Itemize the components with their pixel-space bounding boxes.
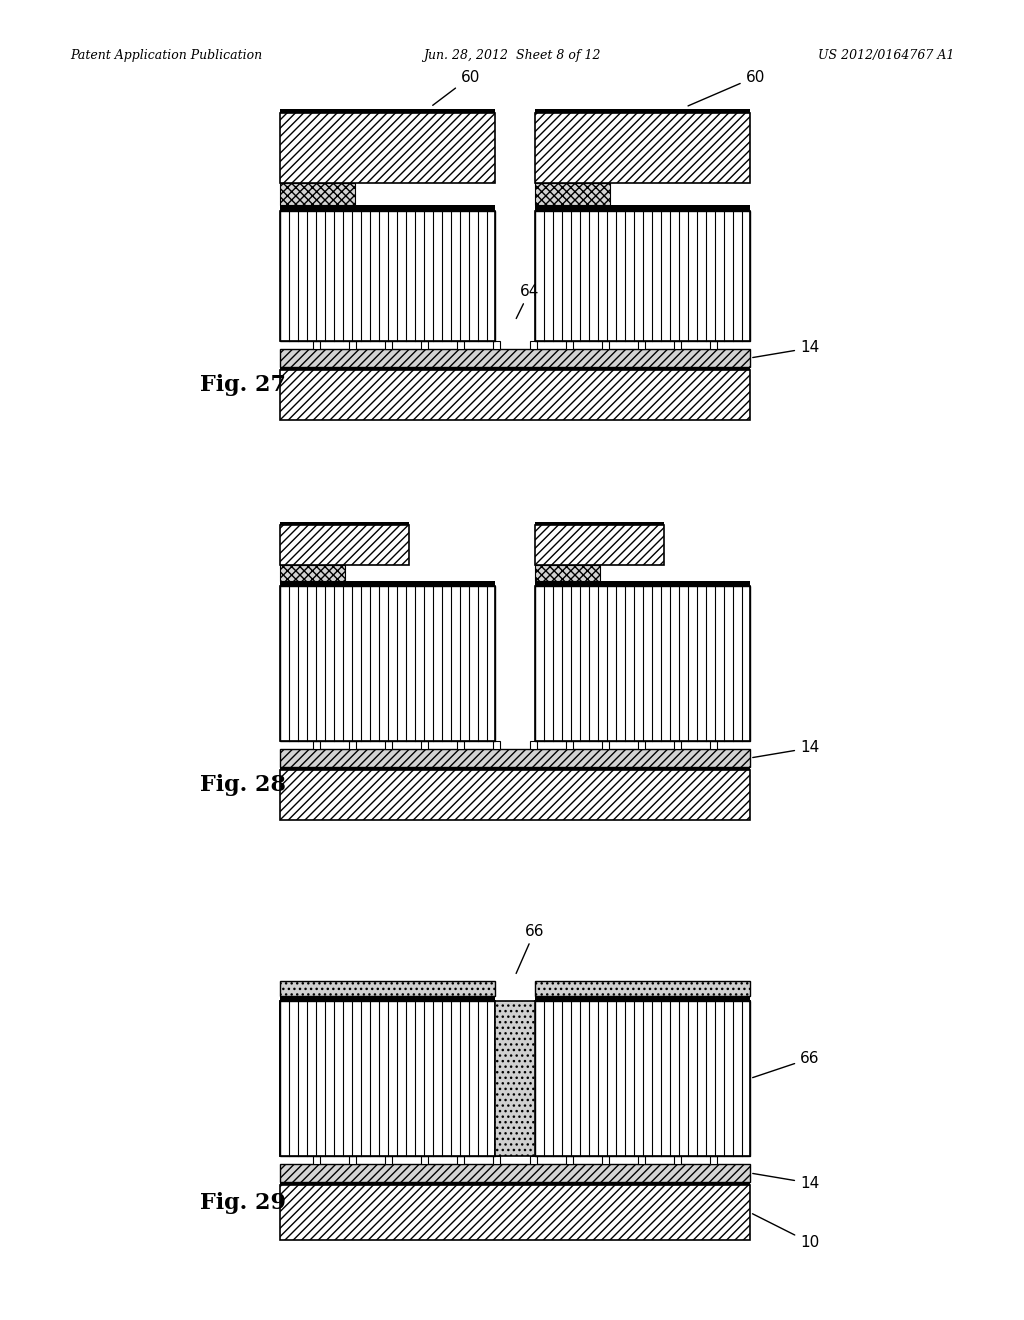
Bar — [674, 741, 681, 748]
Bar — [711, 341, 718, 348]
Bar — [535, 565, 599, 581]
Bar — [535, 581, 750, 586]
Bar — [280, 110, 495, 114]
Bar — [280, 770, 750, 820]
Bar — [312, 741, 319, 748]
Bar — [421, 1156, 428, 1164]
Bar — [280, 205, 495, 211]
Text: US 2012/0164767 A1: US 2012/0164767 A1 — [817, 49, 954, 62]
Bar — [280, 586, 495, 741]
Bar — [494, 341, 501, 348]
Bar — [535, 110, 750, 114]
Bar — [495, 1001, 535, 1156]
Bar — [602, 341, 609, 348]
Bar — [312, 1156, 319, 1164]
Bar — [385, 1156, 392, 1164]
Bar — [711, 1156, 718, 1164]
Bar — [565, 341, 572, 348]
Bar — [280, 1164, 750, 1181]
Text: 14: 14 — [753, 341, 819, 358]
Bar — [535, 521, 664, 525]
Bar — [280, 348, 750, 367]
Bar — [280, 525, 409, 565]
Bar — [280, 211, 495, 341]
Bar — [280, 1181, 750, 1185]
Bar — [280, 586, 495, 741]
Text: 14: 14 — [753, 1173, 819, 1191]
Bar — [280, 1001, 495, 1156]
Text: Jun. 28, 2012  Sheet 8 of 12: Jun. 28, 2012 Sheet 8 of 12 — [423, 49, 601, 62]
Text: 60: 60 — [433, 70, 480, 106]
Bar — [565, 741, 572, 748]
Bar — [711, 741, 718, 748]
Bar — [535, 586, 750, 741]
Text: Fig. 27: Fig. 27 — [200, 374, 286, 396]
Bar — [280, 367, 750, 370]
Bar — [280, 1185, 750, 1239]
Bar — [535, 114, 750, 183]
Bar — [280, 211, 495, 341]
Bar — [458, 341, 464, 348]
Bar — [280, 997, 495, 1001]
Bar — [535, 981, 750, 997]
Bar — [280, 565, 344, 581]
Bar — [674, 1156, 681, 1164]
Bar — [349, 341, 355, 348]
Bar — [494, 741, 501, 748]
Text: 66: 66 — [516, 924, 545, 973]
Bar — [674, 341, 681, 348]
Text: 14: 14 — [753, 741, 819, 758]
Bar — [535, 183, 610, 205]
Bar — [535, 205, 750, 211]
Text: Fig. 28: Fig. 28 — [200, 774, 286, 796]
Bar — [349, 1156, 355, 1164]
Bar — [280, 370, 750, 420]
Bar — [280, 183, 355, 205]
Bar — [535, 211, 750, 341]
Bar — [535, 586, 750, 741]
Bar — [638, 1156, 645, 1164]
Bar — [312, 341, 319, 348]
Bar — [458, 741, 464, 748]
Bar — [565, 1156, 572, 1164]
Bar — [280, 114, 495, 183]
Bar — [602, 741, 609, 748]
Bar — [421, 741, 428, 748]
Bar — [535, 525, 664, 565]
Bar — [529, 741, 537, 748]
Bar — [638, 741, 645, 748]
Bar — [602, 1156, 609, 1164]
Bar — [280, 581, 495, 586]
Bar — [280, 1001, 495, 1156]
Bar — [458, 1156, 464, 1164]
Text: 10: 10 — [753, 1214, 819, 1250]
Bar — [421, 341, 428, 348]
Bar — [535, 997, 750, 1001]
Bar — [280, 981, 495, 997]
Bar — [280, 767, 750, 770]
Bar — [385, 341, 392, 348]
Text: 66: 66 — [753, 1051, 819, 1077]
Text: 64: 64 — [516, 284, 540, 318]
Bar — [280, 748, 750, 767]
Text: 60: 60 — [688, 70, 765, 106]
Bar — [535, 1001, 750, 1156]
Bar — [385, 741, 392, 748]
Text: Fig. 29: Fig. 29 — [200, 1192, 286, 1213]
Bar — [535, 1001, 750, 1156]
Bar — [349, 741, 355, 748]
Bar — [529, 341, 537, 348]
Bar — [494, 1156, 501, 1164]
Text: Patent Application Publication: Patent Application Publication — [70, 49, 262, 62]
Bar — [280, 521, 409, 525]
Bar — [638, 341, 645, 348]
Bar — [535, 211, 750, 341]
Bar — [529, 1156, 537, 1164]
Bar — [535, 1001, 750, 1156]
Bar — [280, 1001, 495, 1156]
